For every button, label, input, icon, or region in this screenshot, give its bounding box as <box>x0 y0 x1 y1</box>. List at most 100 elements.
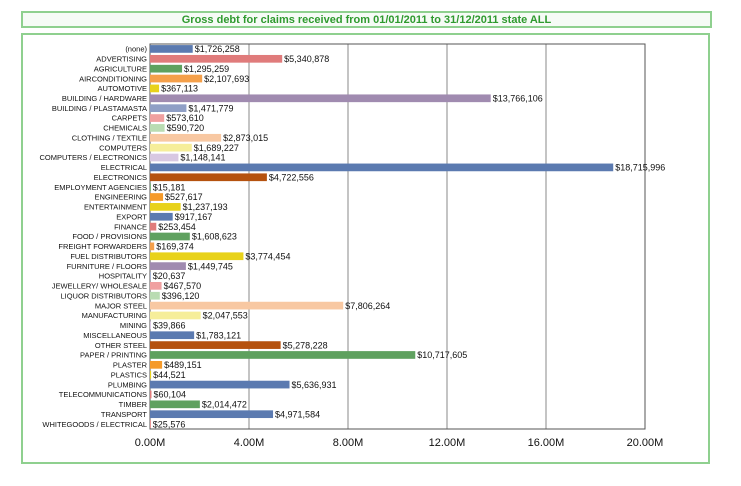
category-label: ENTERTAINMENT <box>84 203 147 212</box>
chart-title-box: Gross debt for claims received from 01/0… <box>21 11 712 28</box>
bar <box>150 114 165 122</box>
category-label: TIMBER <box>119 400 148 409</box>
category-label: PLASTER <box>113 361 148 370</box>
category-label: MANUFACTURING <box>82 311 148 320</box>
x-tick-label: 8.00M <box>333 437 364 449</box>
value-label: $60,104 <box>153 390 186 400</box>
x-tick-label: 12.00M <box>429 437 466 449</box>
x-tick-label: 16.00M <box>528 437 565 449</box>
value-label: $573,610 <box>166 113 204 123</box>
category-label: WHITEGOODS / ELECTRICAL <box>42 420 147 429</box>
value-label: $10,717,605 <box>417 350 467 360</box>
category-label: CLOTHING / TEXTILE <box>72 133 147 142</box>
category-label: CHEMICALS <box>103 124 147 133</box>
category-label: MINING <box>120 321 147 330</box>
bar <box>150 410 274 419</box>
category-label: TRANSPORT <box>101 410 148 419</box>
category-label: COMPUTERS / ELECTRONICS <box>39 153 147 162</box>
category-label: FUEL DISTRIBUTORS <box>70 252 147 261</box>
bar <box>150 282 162 290</box>
value-label: $1,148,141 <box>180 153 225 163</box>
bar <box>150 84 160 93</box>
chart-frame <box>21 33 710 464</box>
bar <box>150 252 244 261</box>
bar <box>150 262 186 270</box>
category-label: BUILDING / PLASTAMASTA <box>52 104 147 113</box>
bar <box>150 54 283 63</box>
value-label: $7,806,264 <box>345 301 390 311</box>
value-label: $367,113 <box>161 84 198 94</box>
value-label: $1,783,121 <box>196 330 241 340</box>
x-tick-label: 20.00M <box>627 437 664 449</box>
bar <box>150 133 222 142</box>
chart-title: Gross debt for claims received from 01/0… <box>181 13 552 26</box>
bar <box>150 331 195 340</box>
bar <box>150 45 193 53</box>
value-label: $396,120 <box>162 291 200 301</box>
value-label: $3,774,454 <box>245 251 290 261</box>
bar <box>150 400 200 409</box>
category-label: LIQUOR DISTRIBUTORS <box>60 291 147 300</box>
bar <box>150 124 165 132</box>
bar <box>150 291 160 300</box>
bar <box>150 74 203 83</box>
value-label: $527,617 <box>165 192 203 202</box>
bar <box>150 143 192 152</box>
value-label: $917,167 <box>175 212 213 222</box>
category-label: ENGINEERING <box>94 193 147 202</box>
bar <box>150 193 164 201</box>
category-label: HOSPITALITY <box>99 272 147 281</box>
category-label: AGRICULTURE <box>94 64 147 73</box>
category-label: MAJOR STEEL <box>95 301 147 310</box>
value-label: $253,454 <box>158 222 196 232</box>
value-label: $2,014,472 <box>202 400 247 410</box>
bar <box>150 203 181 211</box>
bar <box>150 370 152 379</box>
bar <box>150 212 173 221</box>
value-label: $4,971,584 <box>275 409 320 419</box>
value-label: $5,340,878 <box>284 54 329 64</box>
category-label: ADVERTISING <box>96 55 147 64</box>
category-label: ELECTRONICS <box>94 173 147 182</box>
category-label: PLASTICS <box>111 370 147 379</box>
category-label: COMPUTERS <box>99 143 147 152</box>
bar <box>150 94 491 103</box>
x-tick-label: 0.00M <box>135 437 166 449</box>
bar <box>150 163 614 172</box>
bar <box>150 104 187 113</box>
value-label: $590,720 <box>167 123 205 133</box>
category-label: ELECTRICAL <box>101 163 147 172</box>
bar <box>150 242 155 251</box>
bar <box>150 321 151 330</box>
value-label: $1,726,258 <box>195 44 240 54</box>
bar <box>150 173 267 182</box>
category-label: AIRCONDITIONING <box>79 74 147 83</box>
bar <box>150 222 157 231</box>
category-label: FREIGHT FORWARDERS <box>58 242 147 251</box>
x-tick-label: 4.00M <box>234 437 265 449</box>
bar <box>150 360 163 369</box>
value-label: $4,722,556 <box>269 172 314 182</box>
value-label: $1,689,227 <box>194 143 239 153</box>
category-label: CARPETS <box>112 114 147 123</box>
bar <box>150 380 290 389</box>
value-label: $467,570 <box>164 281 202 291</box>
value-label: $13,766,106 <box>493 93 543 103</box>
value-label: $20,637 <box>153 271 186 281</box>
value-label: $5,636,931 <box>292 380 337 390</box>
value-label: $1,608,623 <box>192 232 237 242</box>
category-label: TELECOMMUNICATIONS <box>59 390 147 399</box>
value-label: $44,521 <box>153 370 186 380</box>
value-label: $2,107,693 <box>204 74 249 84</box>
bar <box>150 183 151 191</box>
value-label: $2,873,015 <box>223 133 268 143</box>
bar <box>150 341 281 349</box>
value-label: $15,181 <box>153 182 186 192</box>
value-label: $39,866 <box>153 321 186 331</box>
category-label: OTHER STEEL <box>95 341 147 350</box>
value-label: $1,237,193 <box>183 202 228 212</box>
category-label: AUTOMOTIVE <box>98 84 147 93</box>
category-label: BUILDING / HARDWARE <box>62 94 147 103</box>
category-label: EXPORT <box>116 212 147 221</box>
